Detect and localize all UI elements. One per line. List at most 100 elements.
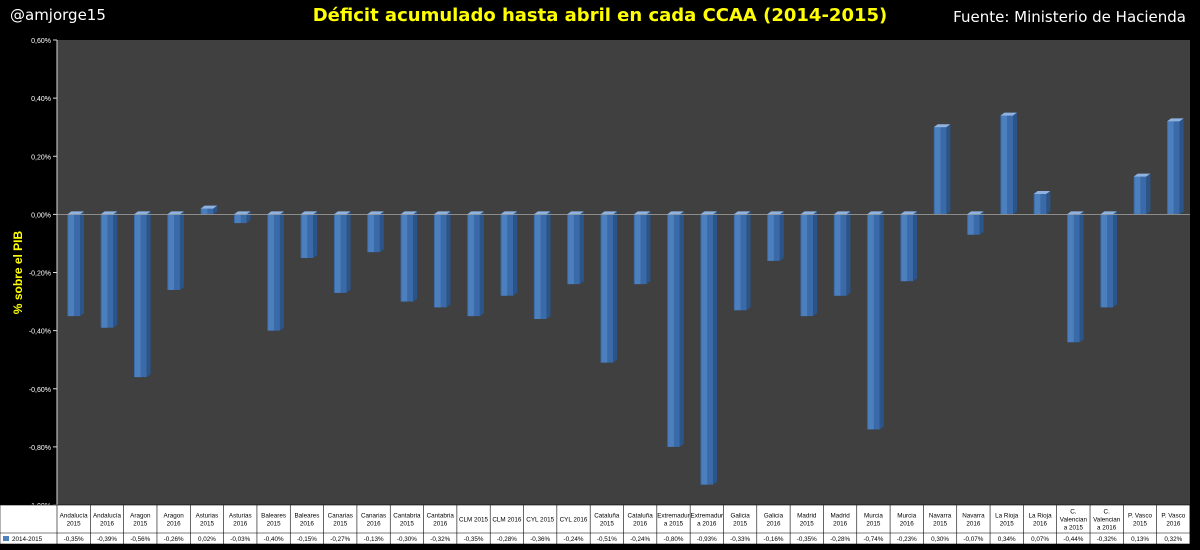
category-label: Madrid [797, 513, 817, 520]
category-label: Canarias [361, 513, 386, 520]
y-tick-label: 0,40% [31, 96, 51, 103]
bar-cap [533, 211, 551, 215]
plot-area [57, 40, 1190, 505]
bar-side [913, 211, 918, 282]
bar-highlight [534, 214, 541, 319]
category-label: Navarra [929, 513, 952, 520]
y-tick-label: -0,20% [29, 271, 51, 278]
value-cell: -0,51% [597, 536, 617, 543]
category-label: C. [1070, 509, 1077, 516]
value-cell: -0,39% [97, 536, 117, 543]
value-cell: -0,80% [664, 536, 684, 543]
category-label: P. Vasco [1161, 513, 1185, 520]
value-cell: -0,28% [497, 536, 517, 543]
value-cell: -0,15% [297, 536, 317, 543]
value-cell: -0,56% [130, 536, 150, 543]
bar-cap [67, 211, 84, 215]
bar-highlight [601, 214, 608, 363]
source-note: Fuente: Ministerio de Hacienda [953, 8, 1186, 26]
bar-highlight [501, 214, 508, 296]
bar-side [413, 211, 418, 302]
y-tick-label: -0,40% [29, 329, 51, 336]
bar-cap [700, 211, 718, 215]
category-label: 2015 [866, 521, 881, 528]
bar-side [213, 205, 218, 215]
bar-side [646, 211, 651, 285]
bar-highlight [1134, 176, 1141, 215]
bar-highlight [68, 214, 75, 317]
bar-cap [733, 211, 751, 215]
category-label: 2015 [933, 521, 948, 528]
value-cell: -0,28% [830, 536, 850, 543]
value-cell: -0,23% [897, 536, 917, 543]
bar-highlight [234, 214, 241, 224]
legend-swatch [3, 536, 9, 541]
value-cell: -0,33% [730, 536, 750, 543]
category-label: Canarias [328, 513, 353, 520]
bar-cap [200, 205, 218, 209]
y-tick-label: 0,00% [31, 212, 51, 219]
bar-cap [100, 211, 118, 215]
value-cell: -0,44% [1063, 536, 1083, 543]
bar-highlight [968, 214, 974, 235]
category-label: 2015 [267, 521, 282, 528]
bar-side [446, 211, 451, 308]
bar-side [1113, 211, 1118, 308]
value-cell: 0,07% [1031, 536, 1049, 543]
value-cell: -0,93% [697, 536, 717, 543]
bar-highlight [1034, 194, 1041, 215]
category-label: P. Vasco [1128, 513, 1152, 520]
bar-side [146, 211, 151, 378]
category-label: Baleares [261, 513, 286, 520]
bar-highlight [868, 214, 874, 430]
y-axis-title: % sobre el PIB [11, 230, 25, 314]
bar-highlight [834, 214, 841, 296]
bar-cap [167, 211, 184, 215]
category-label: a 2016 [1097, 525, 1117, 532]
bar-highlight [401, 214, 408, 302]
category-label: 2015 [200, 521, 215, 528]
bar-cap [267, 211, 284, 215]
bar-highlight [1168, 121, 1174, 215]
bar-cap [367, 211, 384, 215]
category-label: 2016 [1166, 521, 1181, 528]
bar-highlight [101, 214, 108, 328]
bar-highlight [168, 214, 174, 290]
value-cell: -0,24% [564, 536, 584, 543]
bar-highlight [1068, 214, 1074, 343]
category-label: CLM 2015 [459, 517, 489, 524]
bar-side [479, 211, 484, 317]
value-cell: 0,13% [1131, 536, 1149, 543]
value-cell: -0,74% [863, 536, 883, 543]
bar-side [346, 211, 351, 293]
value-cell: -0,32% [430, 536, 450, 543]
category-label: 2016 [833, 521, 848, 528]
chart-title: Déficit acumulado hasta abril en cada CC… [312, 5, 888, 26]
bar-cap [1033, 191, 1051, 195]
bar-cap [800, 211, 818, 215]
category-label: Madrid [830, 513, 850, 520]
bar-side [79, 211, 84, 317]
value-cell: -0,26% [164, 536, 184, 543]
category-label: 2015 [67, 521, 82, 528]
bar-highlight [268, 214, 274, 331]
category-label: Murcia [897, 513, 916, 520]
bar-highlight [568, 214, 574, 285]
category-label: Baleares [294, 513, 319, 520]
bar-side [713, 211, 718, 485]
category-label: Cantabria [393, 513, 421, 520]
category-label: 2016 [100, 521, 115, 528]
bar-side [1013, 112, 1018, 215]
y-tick-label: 0,60% [31, 38, 51, 45]
bar-cap [833, 211, 851, 215]
category-label: La Rioja [1028, 513, 1052, 520]
y-tick-label: -0,60% [29, 387, 51, 394]
value-cell: -0,27% [330, 536, 350, 543]
bar-highlight [434, 214, 441, 308]
value-cell: -0,35% [64, 536, 84, 543]
category-label: 2015 [600, 521, 615, 528]
bar-side [1079, 211, 1084, 343]
value-cell: -0,03% [230, 536, 250, 543]
bar-side [813, 211, 818, 317]
